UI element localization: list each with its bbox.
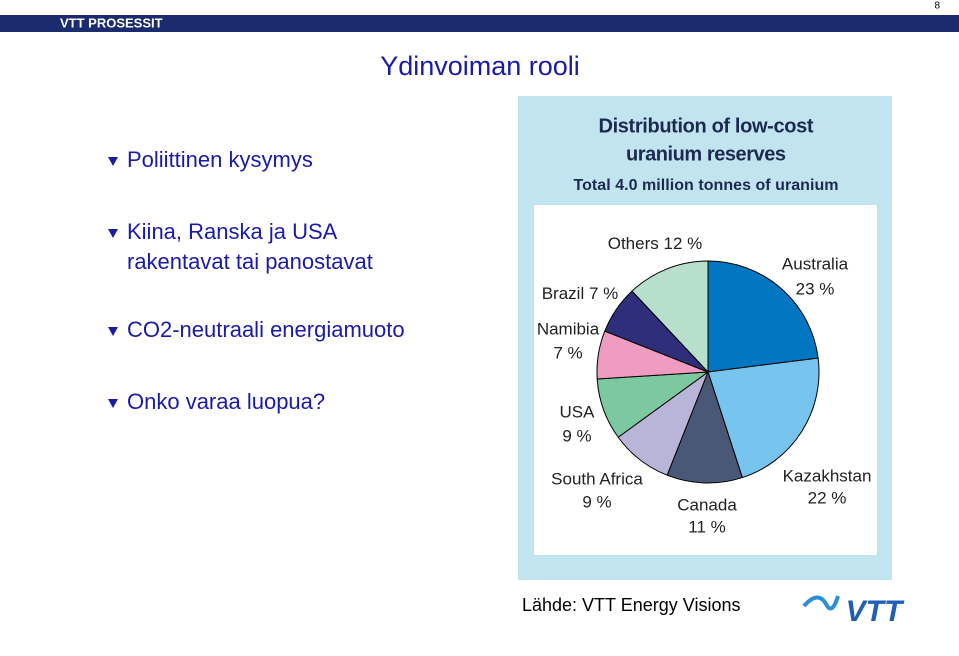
- value-label: 9 %: [582, 492, 611, 511]
- pie-slice: [707, 260, 819, 373]
- bullet-marker: [108, 327, 118, 336]
- value-label: 9 %: [562, 426, 591, 445]
- bullet-marker: [108, 157, 118, 166]
- bullet-marker: [108, 399, 118, 408]
- category-label: Brazil: [542, 284, 585, 303]
- category-label: Others: [608, 234, 659, 253]
- page-number: 8: [934, 1, 940, 12]
- bullet-marker: [108, 229, 118, 238]
- logo: VTT: [802, 595, 905, 628]
- header-band: [0, 15, 959, 32]
- category-label: Kazakhstan: [783, 466, 872, 485]
- pie-slice: [631, 260, 709, 374]
- value-label: 7 %: [589, 284, 618, 303]
- chart-title: uranium reserves: [626, 143, 786, 165]
- value-label: 12 %: [664, 234, 703, 253]
- category-label: USA: [560, 402, 596, 421]
- category-label: Canada: [677, 495, 737, 514]
- pie-slice: [707, 357, 820, 479]
- value-label: 23 %: [796, 279, 835, 298]
- slide-title: Ydinvoiman rooli: [380, 51, 580, 81]
- category-label: South Africa: [551, 469, 643, 488]
- slice-label: Others 12 %: [608, 234, 703, 253]
- logo-text: VTT: [846, 595, 905, 628]
- logo-wave: [802, 595, 840, 611]
- value-label: 22 %: [808, 488, 847, 507]
- bullet-text: Poliittinen kysymys: [127, 147, 313, 172]
- category-label: Australia: [782, 254, 849, 273]
- pie-slice: [666, 370, 743, 484]
- chart-title: Distribution of low-cost: [599, 115, 814, 137]
- value-label: 11 %: [688, 517, 726, 536]
- header-text: VTT PROSESSIT: [60, 15, 163, 30]
- pie: Australia 23 % Kazakhstan 22 % Canada 11 % Sou…: [537, 234, 872, 536]
- category-label: Namibia: [537, 319, 600, 338]
- bullet-text: Onko varaa luopua?: [127, 389, 325, 414]
- bullet-list: Poliittinen kysymys Kiina, Ranska ja USA r…: [108, 147, 405, 414]
- slice-label: Brazil 7 %: [542, 284, 619, 303]
- bullet-text: rakentavat tai panostavat: [127, 249, 373, 274]
- bullet-text: CO2-neutraali energiamuoto: [127, 317, 405, 342]
- source: Lähde: VTT Energy Visions: [522, 595, 740, 615]
- bullet-text: Kiina, Ranska ja USA: [127, 219, 338, 244]
- value-label: 7 %: [553, 343, 582, 362]
- chart-subtitle: Total 4.0 million tonnes of uranium: [574, 177, 839, 194]
